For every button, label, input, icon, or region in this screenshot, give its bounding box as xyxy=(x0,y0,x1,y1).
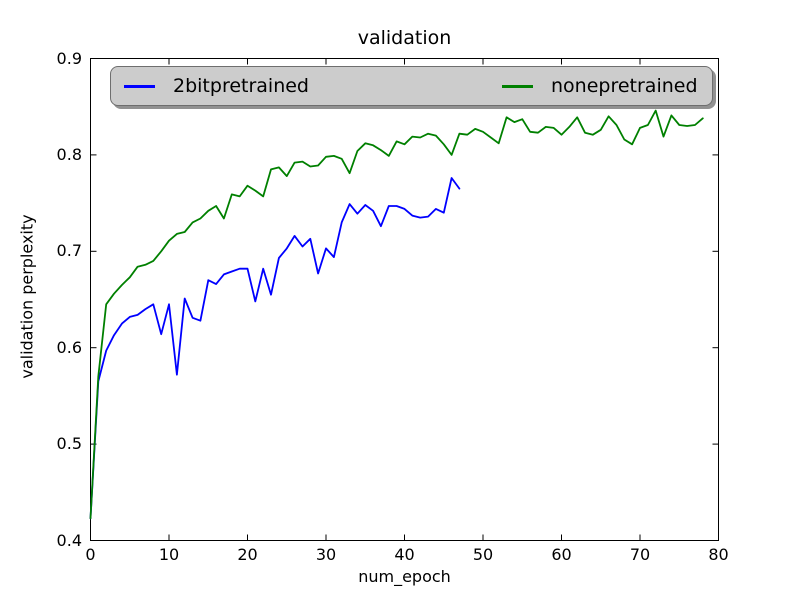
x-tick-label: 80 xyxy=(708,545,729,564)
x-tick-label: 10 xyxy=(158,545,180,564)
y-tick-label: 0.5 xyxy=(56,434,82,454)
legend-line-sample-blue xyxy=(124,84,155,88)
legend-label: nonepretrained xyxy=(551,75,698,97)
x-tick-label: 40 xyxy=(394,545,415,564)
y-tick-label: 0.6 xyxy=(56,337,82,357)
series-nonepretrained-line xyxy=(89,109,704,520)
chart-title: validation xyxy=(357,27,452,49)
x-tick-label: 20 xyxy=(237,545,258,564)
legend-label: 2bitpretrained xyxy=(173,75,309,97)
x-tick-label: 30 xyxy=(315,545,337,564)
legend-line-sample-green xyxy=(502,84,533,88)
x-tick-label: 60 xyxy=(551,545,572,564)
legend-entry-2bitpretrained: 2bitpretrained xyxy=(124,67,309,105)
legend-entry-nonepretrained: nonepretrained xyxy=(502,67,698,105)
x-tick-label: 70 xyxy=(629,545,651,564)
legend: 2bitpretrained nonepretrained xyxy=(110,66,713,106)
x-tick-label: 50 xyxy=(472,545,494,564)
y-tick-label: 0.8 xyxy=(56,144,82,164)
y-axis-label: validation perplexity xyxy=(17,214,37,379)
y-tick-label: 0.7 xyxy=(56,241,82,261)
y-tick-label: 0.4 xyxy=(56,530,82,550)
series-2bitpretrained-line xyxy=(89,177,461,520)
y-tick-label: 0.9 xyxy=(56,48,82,68)
x-axis-label: num_epoch xyxy=(358,567,451,586)
x-tick-label: 0 xyxy=(85,545,96,564)
